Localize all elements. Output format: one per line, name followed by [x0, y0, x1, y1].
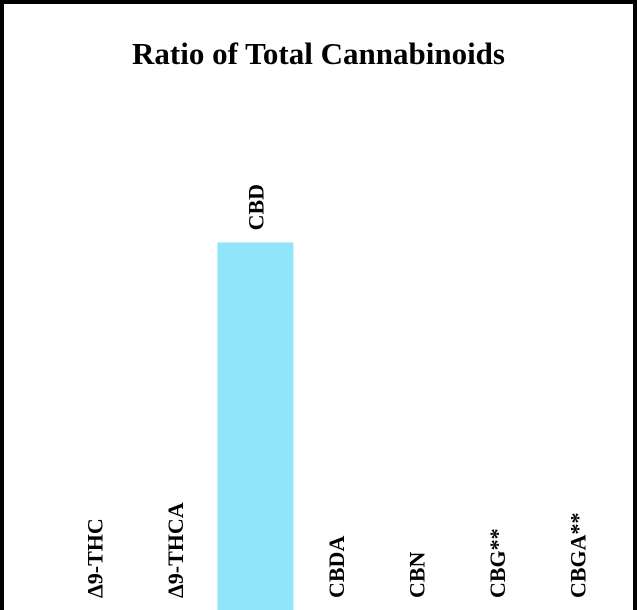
chart-title: Ratio of Total Cannabinoids: [132, 36, 505, 71]
category-label-cbda: CBDA: [324, 536, 349, 598]
category-label-9-thca: Δ9-THCA: [163, 502, 188, 598]
category-label-cbd: CBD: [243, 184, 268, 230]
category-label-cbg: CBG**: [485, 528, 510, 598]
category-label-9-thc: Δ9-THC: [82, 518, 107, 598]
category-label-cbn: CBN: [405, 551, 430, 598]
bar-cbd: [217, 242, 294, 610]
category-label-cbga: CBGA**: [566, 512, 591, 598]
